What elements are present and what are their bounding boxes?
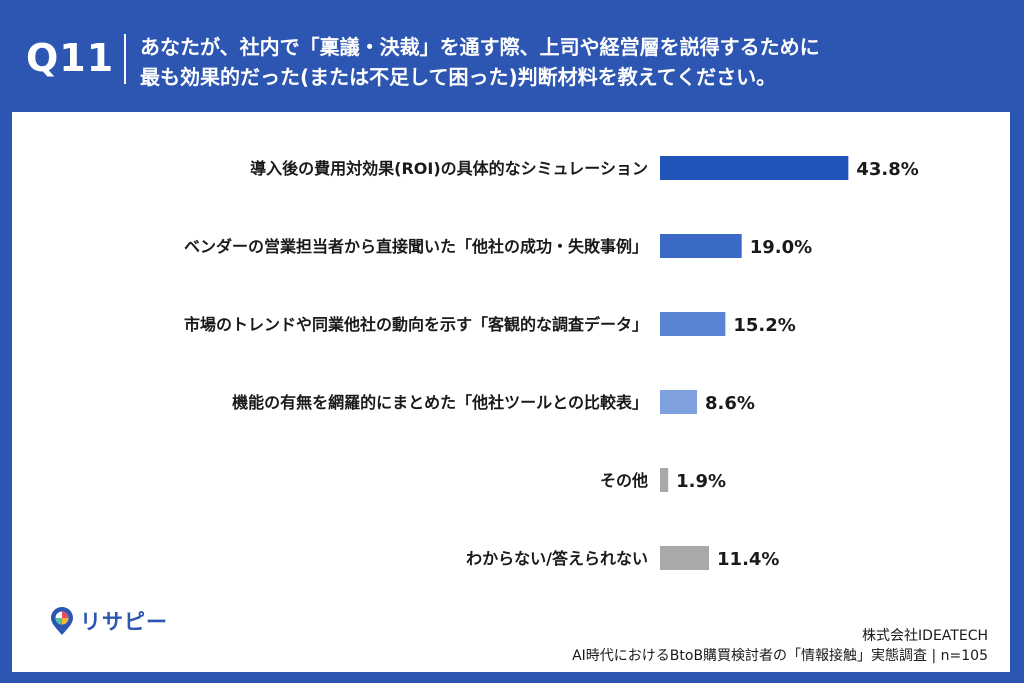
value-label: 19.0% — [750, 237, 812, 258]
category-label: 市場のトレンドや同業他社の動向を示す「客観的な調査データ」 — [184, 315, 648, 334]
bar — [660, 390, 697, 414]
category-label: その他 — [600, 471, 648, 490]
bar — [660, 312, 726, 336]
question-number: Q11 — [26, 36, 115, 80]
question-line-2: 最も効果的だった(または不足して困った)判断材料を教えてください。 — [140, 65, 777, 89]
pin-icon — [51, 607, 73, 635]
question-line-1: あなたが、社内で「稟議・決裁」を通す際、上司や経営層を説得するために — [140, 35, 820, 59]
survey-name: AI時代におけるBtoB購買検討者の「情報接触」実態調査 | n=105 — [572, 648, 988, 664]
bar-chart: 導入後の費用対効果(ROI)の具体的なシミュレーション 43.8% ベンダーの営業担… — [184, 156, 919, 570]
category-label: 導入後の費用対効果(ROI)の具体的なシミュレーション — [250, 159, 648, 178]
value-label: 8.6% — [705, 393, 755, 414]
value-label: 11.4% — [717, 549, 779, 570]
value-label: 43.8% — [856, 159, 918, 180]
category-label: 機能の有無を網羅的にまとめた「他社ツールとの比較表」 — [232, 393, 648, 412]
value-label: 15.2% — [733, 315, 795, 336]
header-divider — [124, 34, 126, 84]
header: Q11 あなたが、社内で「稟議・決裁」を通す際、上司や経営層を説得するために 最… — [0, 0, 1024, 112]
category-label: わからない/答えられない — [466, 549, 648, 568]
credits: 株式会社IDEATECH AI時代におけるBtoB購買検討者の「情報接触」実態調… — [572, 626, 988, 666]
logo: リサピー — [50, 606, 168, 636]
category-label: ベンダーの営業担当者から直接聞いた「他社の成功・失敗事例」 — [184, 237, 648, 256]
chart-card: 導入後の費用対効果(ROI)の具体的なシミュレーション 43.8% ベンダーの営業担… — [12, 112, 1010, 672]
bar — [660, 156, 849, 180]
bar — [660, 234, 742, 258]
bar — [660, 468, 669, 492]
question-text: あなたが、社内で「稟議・決裁」を通す際、上司や経営層を説得するために 最も効果的… — [140, 32, 1000, 92]
logo-text: リサピー — [80, 610, 168, 634]
bar — [660, 546, 710, 570]
value-label: 1.9% — [676, 471, 726, 492]
company-name: 株式会社IDEATECH — [862, 628, 988, 644]
